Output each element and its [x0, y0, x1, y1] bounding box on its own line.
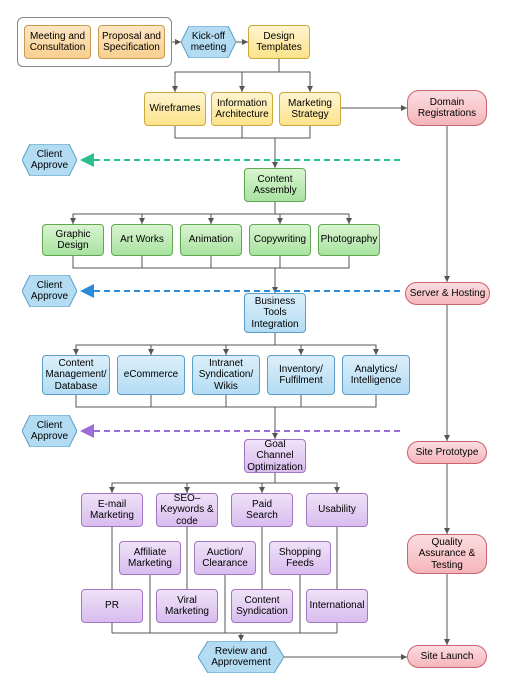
node-inventory: Inventory/ Fulfilment [267, 355, 335, 395]
node-server-hosting: Server & Hosting [405, 282, 490, 305]
label: Client Approve [22, 280, 77, 302]
label: Shopping Feeds [273, 547, 327, 570]
node-content-synd: Content Syndication [231, 589, 293, 623]
node-viral: Viral Marketing [156, 589, 218, 623]
label: Photography [321, 234, 378, 246]
node-client-approve-1: Client Approve [22, 144, 77, 176]
label: Client Approve [22, 420, 77, 442]
label: Viral Marketing [160, 595, 214, 618]
node-qa-testing: Quality Assurance & Testing [407, 534, 487, 574]
label: Usability [318, 504, 356, 516]
label: International [309, 600, 364, 612]
label: Content Management/ Database [45, 358, 106, 393]
node-client-approve-2: Client Approve [22, 275, 77, 307]
node-content-mgmt: Content Management/ Database [42, 355, 110, 395]
node-email-mkt: E-mail Marketing [81, 493, 143, 527]
node-animation: Animation [180, 224, 242, 256]
node-info-arch: Information Architecture [211, 92, 273, 126]
label: Review and Approvement [198, 646, 284, 668]
label: Meeting and Consultation [28, 31, 87, 54]
node-kickoff: Kick-off meeting [181, 26, 236, 58]
node-auction: Auction/ Clearance [194, 541, 256, 575]
label: SEO– Keywords & code [160, 493, 214, 528]
label: PR [105, 600, 119, 612]
node-international: International [306, 589, 368, 623]
label: Content Assembly [248, 174, 302, 197]
label: Proposal and Specification [102, 31, 161, 54]
node-analytics: Analytics/ Intelligence [342, 355, 410, 395]
node-ecommerce: eCommerce [117, 355, 185, 395]
label: Marketing Strategy [283, 98, 337, 121]
node-photography: Photography [318, 224, 380, 256]
node-business-tools: Business Tools Integration [244, 293, 306, 333]
node-review: Review and Approvement [198, 641, 284, 673]
label: Site Launch [421, 651, 474, 663]
label: Auction/ Clearance [198, 547, 252, 570]
node-meeting: Meeting and Consultation [24, 25, 91, 59]
label: Information Architecture [215, 98, 269, 121]
node-copywriting: Copywriting [249, 224, 311, 256]
node-shopping: Shopping Feeds [269, 541, 331, 575]
flowchart-canvas: Meeting and Consultation Proposal and Sp… [0, 0, 510, 680]
label: Server & Hosting [410, 288, 486, 300]
label: Animation [189, 234, 233, 246]
node-seo: SEO– Keywords & code [156, 493, 218, 527]
node-site-prototype: Site Prototype [407, 441, 487, 464]
label: Kick-off meeting [181, 31, 236, 53]
node-marketing-strategy: Marketing Strategy [279, 92, 341, 126]
node-domain-reg: Domain Registrations [407, 90, 487, 126]
node-art-works: Art Works [111, 224, 173, 256]
label: Design Templates [252, 31, 306, 54]
node-proposal: Proposal and Specification [98, 25, 165, 59]
node-graphic-design: Graphic Design [42, 224, 104, 256]
label: eCommerce [124, 369, 178, 381]
node-usability: Usability [306, 493, 368, 527]
label: Wireframes [149, 103, 200, 115]
label: Art Works [120, 234, 164, 246]
label: Client Approve [22, 149, 77, 171]
node-paid-search: Paid Search [231, 493, 293, 527]
label: Paid Search [235, 499, 289, 522]
label: Inventory/ Fulfilment [271, 364, 331, 387]
label: Quality Assurance & Testing [411, 537, 483, 572]
node-site-launch: Site Launch [407, 645, 487, 668]
label: Copywriting [254, 234, 306, 246]
label: Business Tools Integration [248, 296, 302, 331]
label: Domain Registrations [411, 97, 483, 120]
label: Graphic Design [46, 229, 100, 252]
label: E-mail Marketing [85, 499, 139, 522]
node-wireframes: Wireframes [144, 92, 206, 126]
label: Analytics/ Intelligence [346, 364, 406, 387]
label: Site Prototype [416, 447, 479, 459]
node-content-assembly: Content Assembly [244, 168, 306, 202]
label: Goal Channel Optimization [247, 439, 303, 474]
label: Affiliate Marketing [123, 547, 177, 570]
node-goal-channel: Goal Channel Optimization [244, 439, 306, 473]
node-affiliate: Affiliate Marketing [119, 541, 181, 575]
node-client-approve-3: Client Approve [22, 415, 77, 447]
label: Content Syndication [235, 595, 289, 618]
node-intranet: Intranet Syndication/ Wikis [192, 355, 260, 395]
label: Intranet Syndication/ Wikis [196, 358, 256, 393]
node-design-templates: Design Templates [248, 25, 310, 59]
node-pr: PR [81, 589, 143, 623]
